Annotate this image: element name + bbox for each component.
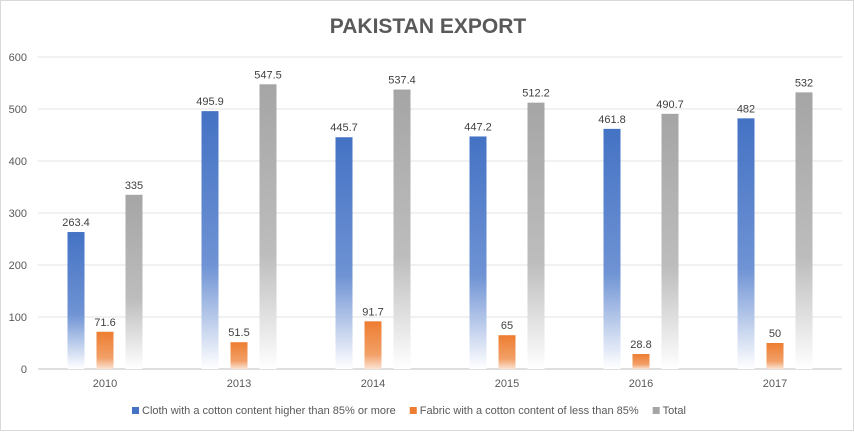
data-label: 335 — [125, 180, 143, 192]
bar-fabric-2010 — [96, 331, 114, 369]
bar-total-2016 — [661, 113, 679, 369]
data-label: 495.9 — [196, 96, 224, 108]
x-tick-label: 2015 — [495, 378, 519, 390]
data-label: 263.4 — [62, 217, 90, 229]
data-label: 445.7 — [330, 122, 358, 134]
bar-total-2013 — [259, 84, 277, 370]
bar-cloth-2014 — [335, 137, 353, 369]
legend-swatch — [652, 407, 660, 414]
y-tick-label: 0 — [21, 364, 27, 376]
bar-total-2017 — [795, 92, 813, 370]
bar-total-2010 — [125, 194, 143, 369]
data-label: 71.6 — [94, 317, 115, 329]
x-tick-label: 2013 — [227, 378, 251, 390]
x-tick-label: 2014 — [361, 378, 385, 390]
data-label: 482 — [737, 103, 755, 115]
chart-title: PAKISTAN EXPORT — [330, 15, 527, 38]
legend-entry: Fabric with a cotton content of less tha… — [420, 405, 639, 417]
x-tick-label: 2010 — [93, 378, 117, 390]
bar-cloth-2010 — [67, 232, 85, 369]
data-label: 547.5 — [254, 69, 282, 81]
y-tick-label: 300 — [9, 208, 27, 220]
data-label: 461.8 — [598, 114, 626, 126]
bar-total-2014 — [393, 89, 411, 369]
bar-fabric-2017 — [766, 343, 784, 369]
data-label: 51.5 — [228, 327, 249, 339]
y-tick-label: 500 — [9, 104, 27, 116]
bar-total-2015 — [527, 102, 545, 369]
x-tick-label: 2017 — [763, 378, 787, 390]
y-tick-label: 200 — [9, 260, 27, 272]
bar-fabric-2013 — [230, 342, 248, 369]
y-tick-label: 400 — [9, 156, 27, 168]
bar-fabric-2015 — [498, 335, 516, 369]
data-label: 91.7 — [362, 306, 383, 318]
legend-entry: Total — [663, 405, 686, 417]
data-label: 490.7 — [656, 99, 684, 111]
data-label: 447.2 — [464, 121, 492, 133]
y-tick-label: 100 — [9, 312, 27, 324]
data-label: 537.4 — [388, 75, 416, 87]
bar-cloth-2013 — [201, 111, 219, 369]
legend-swatch — [132, 407, 139, 414]
y-tick-label: 600 — [9, 52, 27, 64]
bar-cloth-2015 — [469, 136, 487, 369]
bar-cloth-2017 — [737, 118, 755, 369]
data-label: 512.2 — [522, 88, 550, 100]
bar-fabric-2014 — [364, 321, 382, 369]
bar-fabric-2016 — [632, 354, 650, 369]
data-label: 532 — [795, 77, 813, 89]
data-label: 28.8 — [630, 339, 651, 351]
data-label: 50 — [769, 328, 781, 340]
bar-cloth-2016 — [603, 128, 621, 369]
legend-entry: Cloth with a cotton content higher than … — [142, 405, 396, 417]
data-label: 65 — [501, 320, 513, 332]
x-tick-label: 2016 — [629, 378, 653, 390]
legend-swatch — [409, 407, 417, 414]
